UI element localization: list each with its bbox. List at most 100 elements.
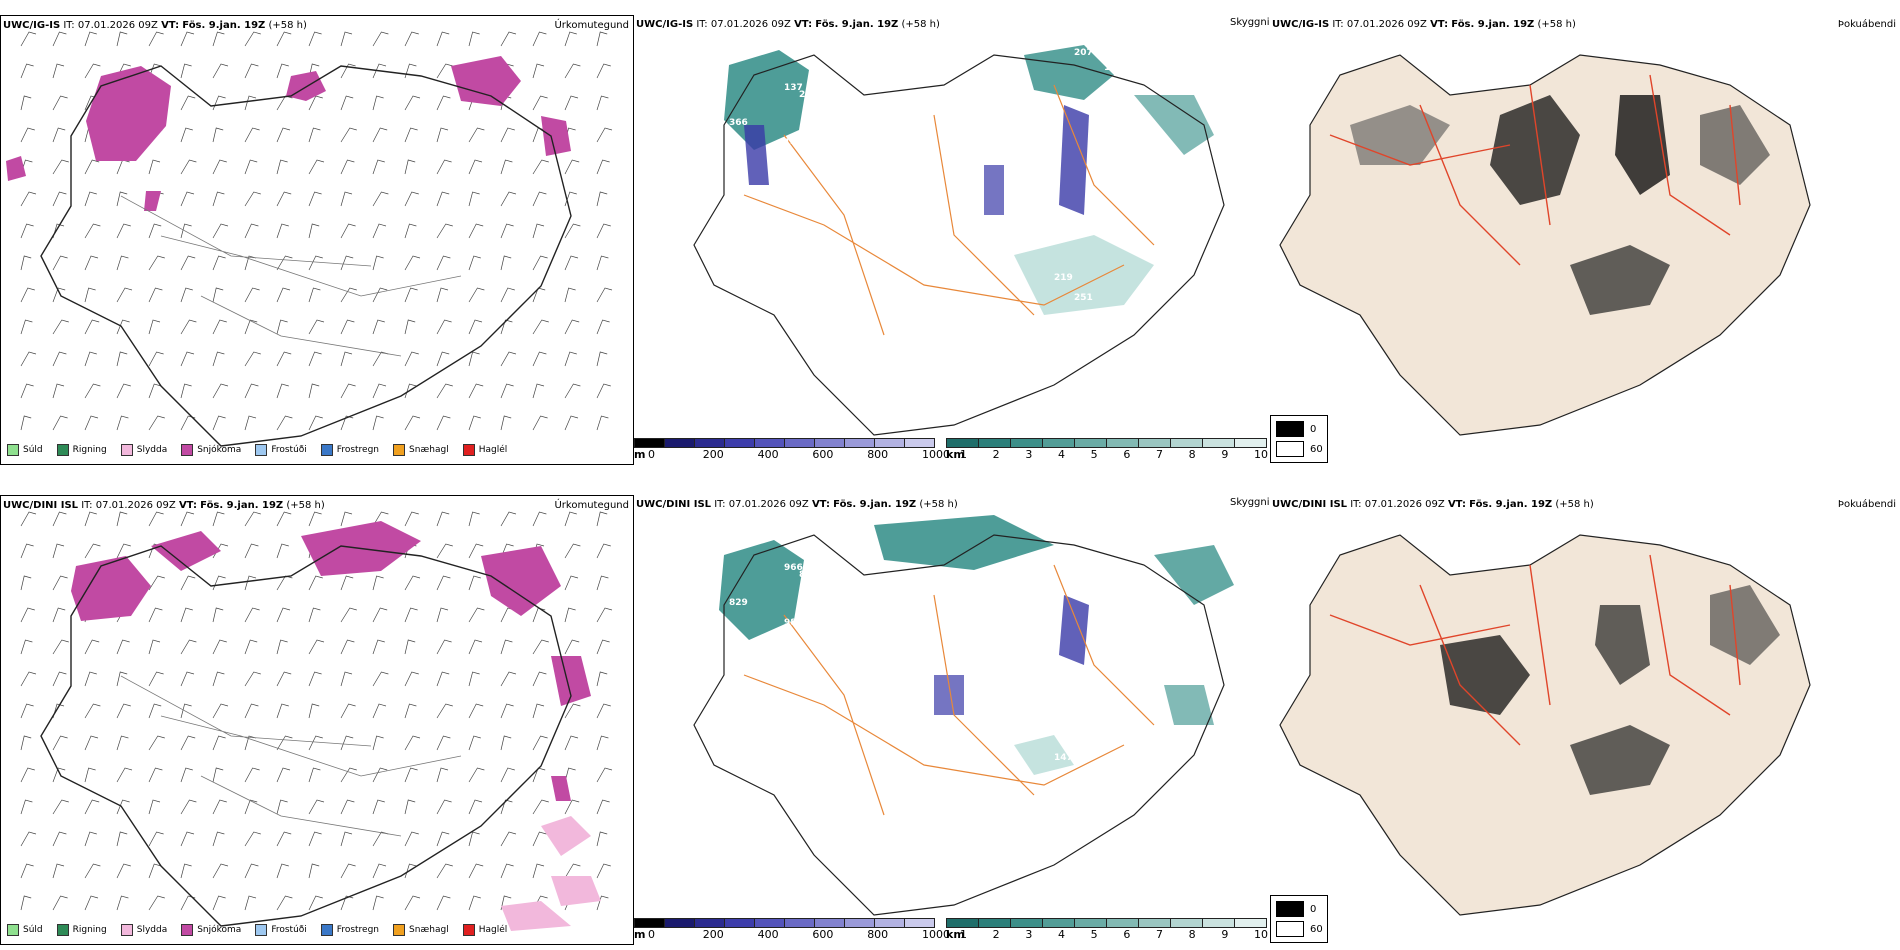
wind-barb [532, 767, 546, 783]
precip-type-panel-2: UWC/DINI ISL IT: 07.01.2026 09Z VT: Fös.… [0, 495, 634, 945]
low-visibility-areas [719, 515, 1234, 775]
wind-barb [308, 319, 325, 335]
wind-barb [372, 575, 384, 591]
wind-barb [52, 799, 69, 815]
fog-areas [1440, 585, 1780, 795]
wind-barb [244, 895, 257, 911]
colorbar-cell [1171, 438, 1203, 448]
precip-legend-item: Haglél [462, 444, 508, 456]
ridge-lines [1329, 554, 1741, 746]
wind-barb [276, 415, 293, 431]
wind-barb [500, 383, 514, 399]
visibility-value-label: 147 [784, 138, 803, 148]
wind-barb [596, 191, 608, 207]
wind-barb [84, 703, 101, 719]
wind-barb [244, 575, 257, 591]
colorbar-cell [1075, 438, 1107, 448]
wind-barb [436, 383, 453, 399]
scale-tick: 8 [1188, 928, 1196, 941]
wind-barb [20, 671, 37, 687]
wind-barb [84, 831, 97, 847]
wind-barb [532, 159, 549, 175]
wind-barb [180, 703, 192, 719]
fog-key-row: 60 [1276, 441, 1323, 457]
wind-barb [468, 735, 481, 751]
wind-barb [564, 575, 579, 591]
visibility-value-label: 988 [1084, 333, 1103, 343]
colorbar-cell [785, 438, 815, 448]
wind-barb [372, 863, 387, 879]
wind-barb [52, 895, 68, 911]
wind-barb [84, 31, 97, 47]
colorbar-cell [905, 918, 935, 928]
iceland-coastline [40, 65, 572, 447]
wind-barb [148, 351, 164, 367]
wind-barb [468, 127, 485, 143]
wind-barb [564, 287, 576, 303]
wind-barb [244, 607, 260, 623]
wind-barb [180, 351, 195, 367]
precip-legend-item: Frostregn [320, 924, 379, 936]
precip-legend-item: Frostúði [255, 444, 307, 456]
wind-barb [20, 799, 33, 815]
wind-barb [180, 31, 195, 47]
wind-barb [212, 31, 225, 47]
wind-barb [148, 511, 164, 527]
legend-label: Haglél [478, 445, 508, 455]
visibility-value-label: 206 [1114, 638, 1133, 648]
wind-barb [20, 863, 34, 879]
wind-barb [20, 415, 32, 431]
wind-barb [84, 223, 101, 239]
vt-label: VT: [811, 499, 830, 510]
panel-header: UWC/DINI ISL IT: 07.01.2026 09Z VT: Fös.… [3, 500, 325, 511]
wind-barb [308, 703, 320, 719]
legend-swatch [181, 924, 194, 936]
wind-barb [180, 607, 193, 623]
wind-barb [404, 735, 421, 751]
wind-barb [500, 191, 517, 207]
wind-barb [500, 831, 517, 847]
init-time: 07.01.2026 09Z [710, 19, 791, 30]
wind-barb [52, 511, 67, 527]
scale-tick: 4 [1058, 448, 1065, 461]
colorbar-cell [946, 438, 979, 448]
wind-barb [276, 607, 291, 623]
wind-barb [340, 607, 357, 623]
wind-barb [84, 863, 101, 879]
wind-barb [596, 415, 609, 431]
precip-map [6, 31, 613, 447]
wind-barb [372, 799, 385, 815]
vt-label: VT: [794, 19, 813, 30]
wind-barb [404, 255, 421, 271]
scale-tick: 600 [812, 448, 834, 461]
visibility-panel-1: UWC/IG-IS IT: 07.01.2026 09Z VT: Fös. 9.… [634, 15, 1270, 465]
wind-barb [148, 575, 165, 591]
wind-barb [436, 127, 449, 143]
wind-barb [468, 319, 483, 335]
scale-tick: 400 [757, 448, 779, 461]
init-time: 07.01.2026 09Z [77, 20, 158, 31]
scale-tick: 1 [960, 448, 967, 461]
wind-barb [308, 735, 323, 751]
wind-barb [212, 351, 225, 367]
vt-label: VT: [178, 500, 197, 511]
wind-barb [276, 639, 288, 655]
wind-barb [52, 95, 68, 111]
wind-barb [436, 831, 450, 847]
it-label: IT: [81, 500, 93, 511]
lead-time: (+58 h) [1537, 19, 1576, 30]
wind-barb [180, 127, 193, 143]
legend-swatch [120, 924, 133, 936]
wind-barb [84, 383, 101, 399]
wind-barb [116, 831, 128, 847]
wind-barb [468, 511, 480, 527]
visibility-colorbar [946, 918, 1267, 928]
wind-barb [468, 607, 485, 623]
wind-barb [244, 95, 257, 111]
colorbar-cell [815, 438, 845, 448]
wind-barb [148, 799, 161, 815]
wind-barb [404, 895, 421, 911]
wind-barb [276, 511, 292, 527]
